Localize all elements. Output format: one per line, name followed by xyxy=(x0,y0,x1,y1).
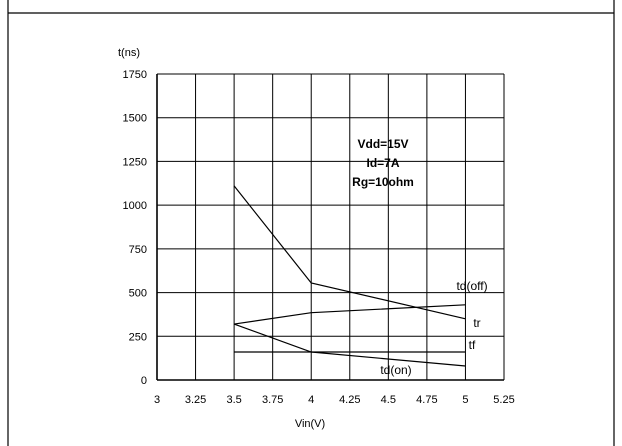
series-label-tf: tf xyxy=(469,338,476,352)
axes xyxy=(156,74,504,381)
annotation-id: Id=7A xyxy=(366,156,399,170)
y-tick-labels: 0 250 500 750 1000 1250 1500 1750 xyxy=(123,69,147,387)
x-tick-label: 3.5 xyxy=(226,394,241,406)
series-line-tr xyxy=(234,304,466,325)
series-label-tr: tr xyxy=(473,316,480,330)
x-tick-label: 4.5 xyxy=(381,394,396,406)
y-tick-label: 0 xyxy=(141,375,147,387)
y-tick-label: 1000 xyxy=(123,200,147,212)
x-tick-label: 4.75 xyxy=(416,394,437,406)
series-label-td-off: td(off) xyxy=(456,279,487,293)
x-axis-label: Vin(V) xyxy=(295,418,325,430)
x-tick-labels: 3 3.25 3.5 3.75 4 4.25 4.5 4.75 5 5.25 xyxy=(154,394,515,406)
y-axis-label: t(ns) xyxy=(118,47,140,59)
y-tick-label: 1500 xyxy=(123,113,147,125)
y-tick-label: 1250 xyxy=(123,156,147,168)
y-tick-label: 500 xyxy=(129,288,147,300)
x-tick-label: 4.25 xyxy=(339,394,360,406)
series-lines xyxy=(233,185,466,367)
x-tick-label: 3.25 xyxy=(185,394,206,406)
annotation-rg: Rg=10ohm xyxy=(352,175,414,189)
series-label-td-on: td(on) xyxy=(380,363,411,377)
y-tick-label: 750 xyxy=(129,244,147,256)
x-tick-label: 5.25 xyxy=(493,394,514,406)
y-tick-label: 1750 xyxy=(123,69,147,81)
x-tick-label: 3.75 xyxy=(262,394,283,406)
x-tick-label: 3 xyxy=(154,394,160,406)
annotation-vdd: Vdd=15V xyxy=(357,137,408,151)
grid xyxy=(157,73,505,380)
x-tick-label: 4 xyxy=(308,394,314,406)
y-tick-label: 250 xyxy=(129,331,147,343)
x-tick-label: 5 xyxy=(462,394,468,406)
series-line-tdon xyxy=(233,323,466,367)
